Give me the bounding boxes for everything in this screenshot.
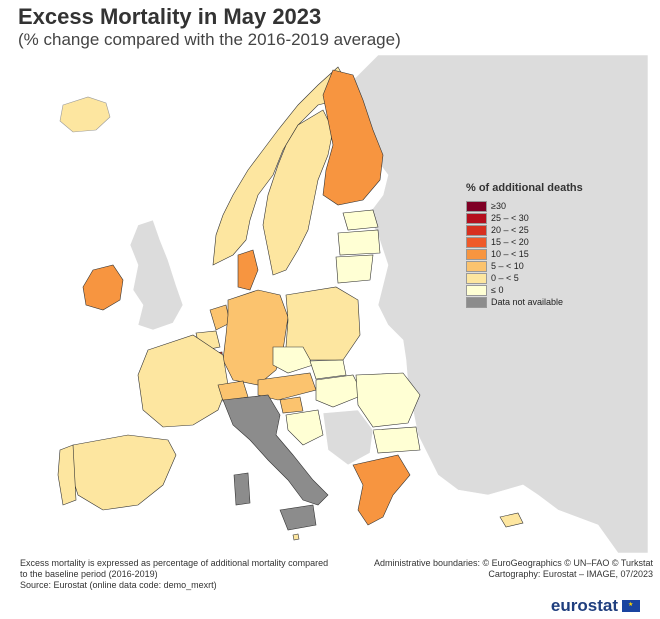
region-lithuania [335,254,374,284]
legend-item: 0 – < 5 [466,272,626,284]
region-portugal [57,444,77,506]
legend-label: 5 – < 10 [491,261,524,271]
region-cyprus [499,512,524,528]
region-norway [212,66,349,266]
eurostat-logo: eurostat ★ [551,596,640,616]
region-iceland [59,96,111,133]
source-line: Source: Eurostat (online data code: demo… [20,580,217,590]
page-title: Excess Mortality in May 2023 [18,4,322,29]
legend-item: Data not available [466,296,626,308]
region-ireland [82,264,124,311]
region-malta [292,533,300,541]
footnote-right: Administrative boundaries: © EuroGeograp… [353,558,653,580]
legend-label: Data not available [491,297,564,307]
region-bulgaria [372,426,421,454]
region-italy [222,394,329,506]
legend-label: 0 – < 5 [491,273,519,283]
legend-swatch [466,284,487,296]
legend-item: 5 – < 10 [466,260,626,272]
legend-label: 15 – < 20 [491,237,529,247]
cartography-line: Cartography: Eurostat – IMAGE, 07/2023 [488,569,653,579]
legend-swatch [466,248,487,260]
region-germany [222,289,289,386]
region-uk [129,219,184,331]
footnote-line: Excess mortality is expressed as percent… [20,558,329,568]
legend-label: 20 – < 25 [491,225,529,235]
legend-swatch [466,200,487,212]
legend-label: 10 – < 15 [491,249,529,259]
eu-flag-icon: ★ [622,600,640,612]
region-spain [69,434,177,511]
region-sicily [279,504,317,531]
region-croatia [285,409,324,446]
region-balkans [322,409,374,466]
region-czechia [272,346,314,374]
legend-item: 10 – < 15 [466,248,626,260]
legend-item: ≤ 0 [466,284,626,296]
brand-text: eurostat [550,596,618,615]
legend-item: ≥30 [466,200,626,212]
footnote-left: Excess mortality is expressed as percent… [20,558,350,591]
legend-label: ≤ 0 [491,285,504,295]
legend-item: 20 – < 25 [466,224,626,236]
legend-swatch [466,212,487,224]
boundaries-line: Administrative boundaries: © EuroGeograp… [373,558,653,568]
region-hungary [315,374,364,408]
region-sweden [262,109,334,276]
region-estonia [342,209,379,231]
page-subtitle: (% change compared with the 2016-2019 av… [18,30,401,49]
legend-swatch [466,224,487,236]
region-finland [322,69,384,206]
region-denmark [237,249,259,291]
legend: % of additional deaths ≥30 25 – < 30 20 … [466,182,626,308]
region-slovakia [309,359,347,380]
footnote-line: to the baseline period (2016-2019) [20,569,158,579]
region-latvia [337,229,381,256]
legend-swatch [466,236,487,248]
region-france [137,334,229,428]
region-austria [257,372,317,401]
legend-swatch [466,260,487,272]
legend-label: ≥30 [491,201,506,211]
region-sardinia [233,472,251,506]
region-greece [352,454,411,526]
europe-map [57,55,648,553]
legend-item: 25 – < 30 [466,212,626,224]
legend-item: 15 – < 20 [466,236,626,248]
legend-swatch [466,296,487,308]
legend-title: % of additional deaths [466,182,583,194]
legend-swatch [466,272,487,284]
region-non-eu-east [337,55,648,553]
legend-label: 25 – < 30 [491,213,529,223]
region-slovenia [279,396,304,414]
region-romania [355,372,421,428]
